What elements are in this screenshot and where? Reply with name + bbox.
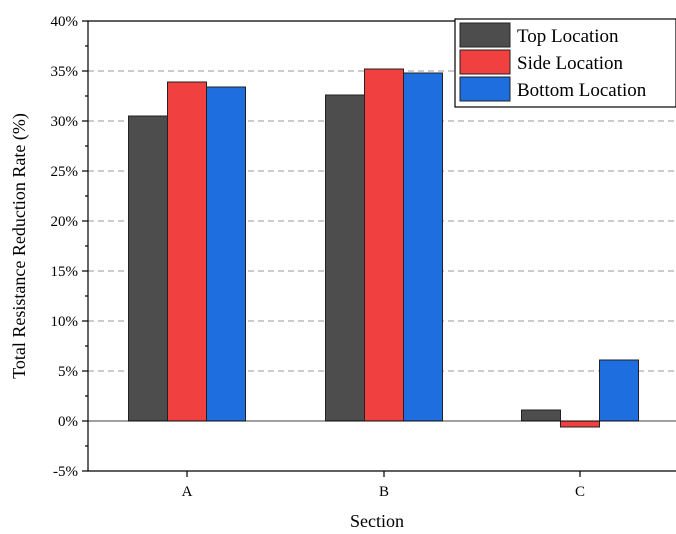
y-tick-label: 5% (58, 364, 78, 380)
y-axis-ticks: -5% 0% 5% 10% 15% 20% 25% 30% 35% 40% (51, 14, 88, 480)
x-tick-label: B (379, 484, 389, 500)
legend-swatch (459, 22, 511, 48)
y-tick-label: 0% (58, 414, 78, 430)
x-axis-ticks: A B C (182, 471, 585, 500)
y-axis-title: Total Resistance Reduction Rate (%) (9, 113, 30, 379)
bar-c-bottom-location (599, 359, 639, 422)
y-tick-label: -5% (53, 464, 78, 480)
legend-label: Side Location (517, 53, 624, 74)
bar-c-top-location (521, 409, 561, 422)
legend-swatch (459, 49, 511, 75)
x-tick-label: C (575, 484, 585, 500)
bar-b-bottom-location (403, 72, 443, 422)
y-tick-label: 20% (51, 214, 79, 230)
y-tick-label: 40% (51, 14, 79, 30)
y-tick-label: 30% (51, 114, 79, 130)
y-tick-label: 35% (51, 64, 79, 80)
bar-b-side-location (364, 68, 404, 422)
bar-a-side-location (167, 81, 207, 422)
bar-a-top-location (128, 115, 168, 422)
y-tick-label: 15% (51, 264, 79, 280)
x-axis-title: Section (350, 511, 404, 531)
bar-c-side-location (560, 420, 600, 428)
legend-swatch (459, 76, 511, 102)
bar-a-bottom-location (206, 86, 246, 422)
legend-label: Bottom Location (517, 80, 647, 101)
y-tick-label: 10% (51, 314, 79, 330)
x-tick-label: A (182, 484, 193, 500)
y-tick-label: 25% (51, 164, 79, 180)
bar-b-top-location (325, 94, 365, 422)
bars (128, 68, 639, 428)
legend: Top Location Side Location Bottom Location (454, 18, 676, 108)
legend-label: Top Location (517, 26, 619, 47)
